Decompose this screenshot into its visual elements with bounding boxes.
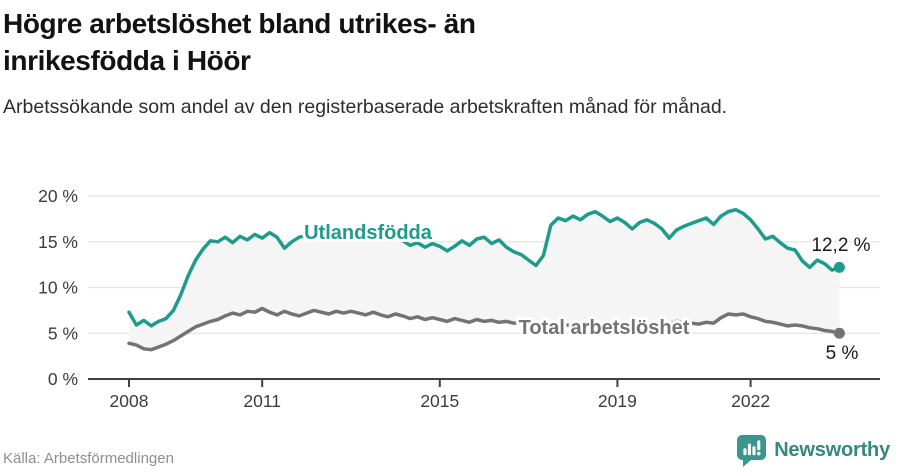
- x-tick-label-2008: 2008: [110, 391, 149, 411]
- chart-title: Högre arbetslöshet bland utrikes- än inr…: [3, 8, 476, 76]
- x-tick-label-2022: 2022: [731, 391, 770, 411]
- chart-header: Högre arbetslöshet bland utrikes- än inr…: [3, 6, 892, 122]
- x-tick-label-2011: 2011: [243, 391, 281, 411]
- series-line-1: [127, 306, 842, 352]
- y-tick-label-10: 10 %: [38, 278, 78, 298]
- x-tick-label-2019: 2019: [598, 391, 637, 411]
- newsworthy-logo[interactable]: Newsworthy: [736, 434, 890, 467]
- chart-subtitle: Arbetssökande som andel av den registerb…: [3, 95, 728, 118]
- between-series-band: [129, 209, 840, 350]
- brand-name: Newsworthy: [774, 439, 890, 461]
- series-label-1: Total arbetslöshet: [519, 317, 690, 339]
- series-line-0: [127, 207, 842, 328]
- end-dot-1: [833, 327, 845, 339]
- y-tick-label-15: 15 %: [38, 232, 78, 252]
- y-tick-label-20: 20 %: [38, 186, 78, 206]
- newsworthy-bubble-barchart-icon: [737, 435, 767, 467]
- y-tick-label-0: 0 %: [48, 369, 78, 389]
- y-tick-label-5: 5 %: [48, 323, 78, 343]
- end-dot-0: [833, 261, 845, 273]
- series-label-0: Utlandsfödda: [304, 222, 433, 244]
- source-note: Källa: Arbetsförmedlingen: [3, 450, 174, 467]
- x-tick-label-2015: 2015: [420, 391, 459, 411]
- end-value-label-1: 5 %: [826, 343, 859, 364]
- end-value-label-0: 12,2 %: [811, 235, 870, 256]
